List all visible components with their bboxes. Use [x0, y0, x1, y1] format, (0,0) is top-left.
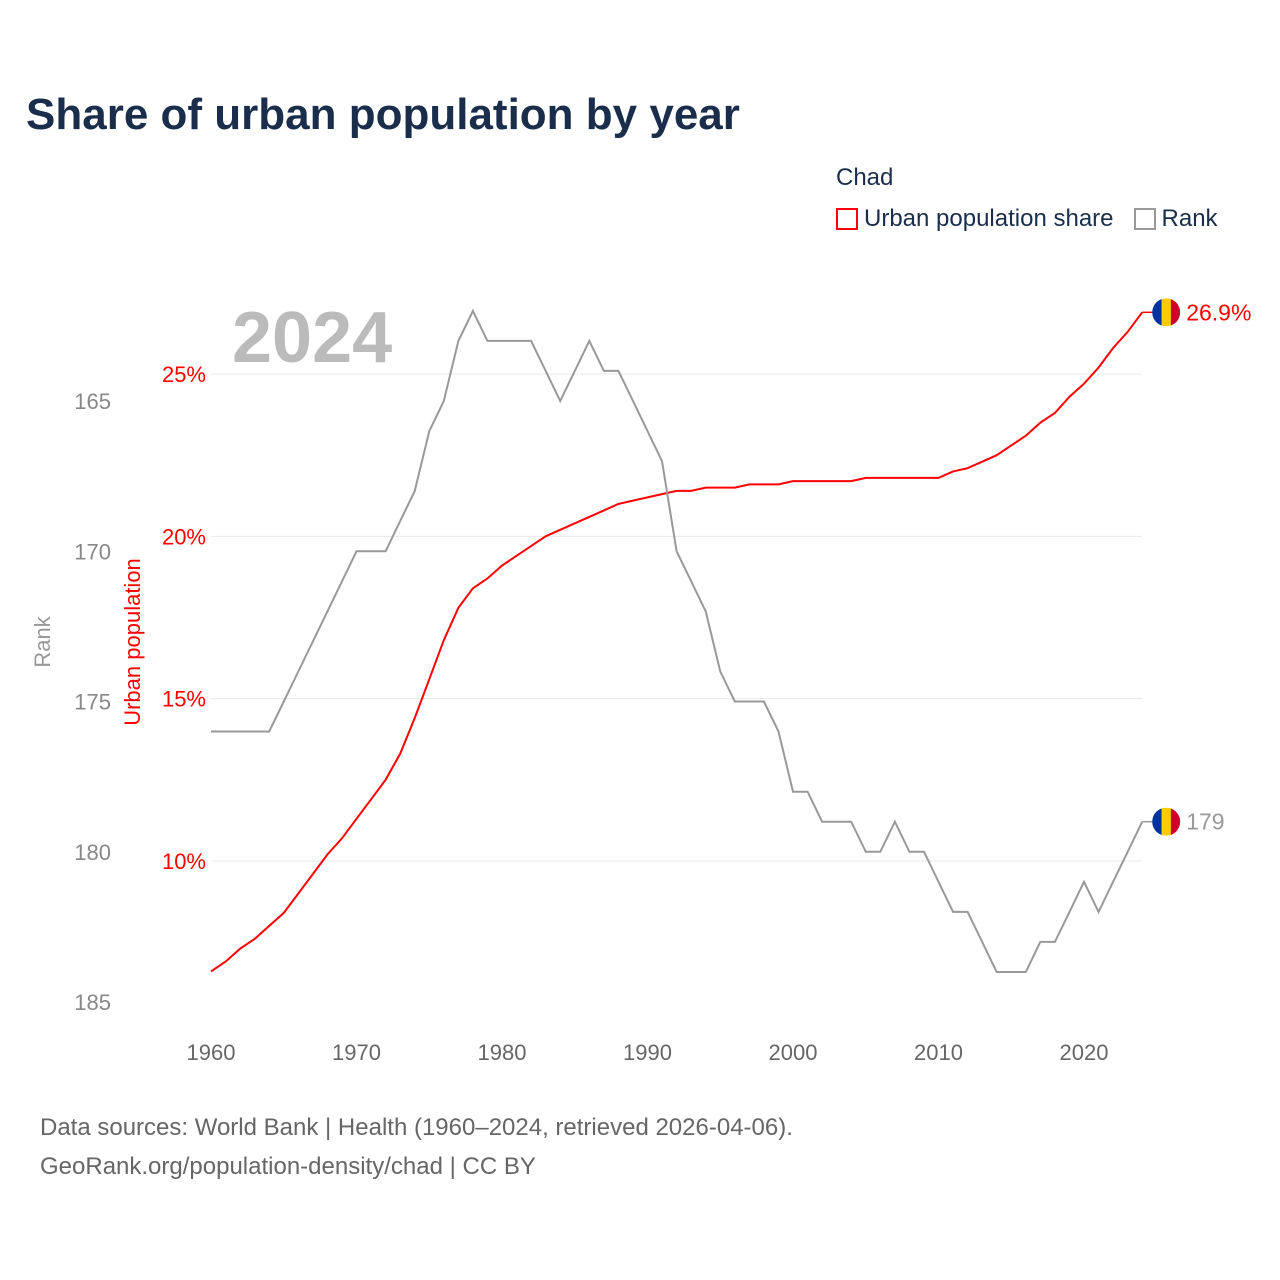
rank-tick-label: 185: [74, 990, 111, 1015]
chad-flag-icon: [1152, 298, 1181, 327]
urban-tick-label: 20%: [162, 524, 206, 549]
rank-tick-label: 170: [74, 539, 111, 564]
series-line-urban[interactable]: [210, 311, 1144, 973]
x-tick-label: 1990: [623, 1040, 672, 1065]
x-tick-label: 1960: [187, 1040, 236, 1065]
legend: Urban population share Rank: [836, 205, 1218, 233]
urban-tick-label: 10%: [162, 849, 206, 874]
x-tick-label: 2000: [769, 1040, 818, 1065]
rank-tick-label: 165: [74, 389, 111, 414]
legend-title: Chad: [836, 164, 894, 191]
year-watermark: 2024: [232, 298, 392, 378]
legend-swatch-rank: [1133, 208, 1156, 230]
x-tick-label: 2020: [1060, 1040, 1109, 1065]
legend-label: Rank: [1161, 205, 1218, 232]
urban-axis-label: Urban population: [120, 558, 145, 726]
rank-tick-label: 175: [74, 690, 111, 715]
chart-title: Share of urban population by year: [26, 90, 740, 139]
x-tick-label: 1980: [478, 1040, 527, 1065]
source-line-1: Data sources: World Bank | Health (1960–…: [40, 1114, 793, 1141]
end-value-label: 26.9%: [1186, 299, 1251, 325]
x-tick-label: 1970: [332, 1040, 381, 1065]
legend-item-rank[interactable]: Rank: [1133, 205, 1218, 233]
source-line-2[interactable]: GeoRank.org/population-density/chad | CC…: [40, 1153, 536, 1180]
urban-tick-label: 25%: [162, 362, 206, 387]
x-tick-label: 2010: [914, 1040, 963, 1065]
series-line-rank[interactable]: [211, 308, 1144, 973]
chad-flag-icon: [1152, 807, 1181, 836]
source-note: Data sources: World Bank | Health (1960–…: [40, 1108, 793, 1186]
urban-tick-label: 15%: [162, 687, 206, 712]
end-value-label: 179: [1186, 809, 1224, 835]
legend-item-urban[interactable]: Urban population share: [836, 205, 1114, 233]
rank-axis-label: Rank: [30, 615, 55, 667]
rank-tick-label: 180: [74, 840, 111, 865]
legend-label: Urban population share: [864, 205, 1114, 232]
legend-swatch-urban: [836, 208, 858, 230]
